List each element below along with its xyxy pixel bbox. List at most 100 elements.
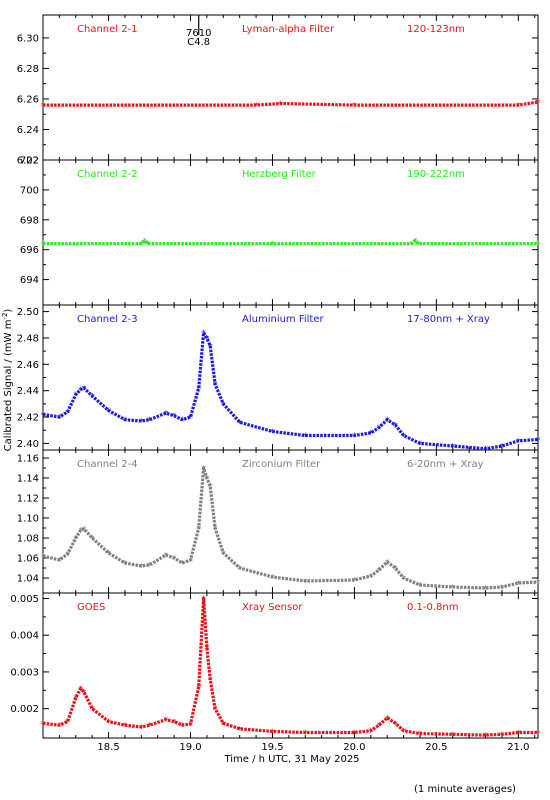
data-point: * <box>82 688 87 699</box>
x-tick-label: 20.0 <box>343 742 365 753</box>
panel-filter-label: Aluminium Filter <box>242 314 325 325</box>
panel-frames <box>42 14 539 739</box>
data-point: * <box>237 564 242 575</box>
data-point: * <box>73 694 78 705</box>
data-point: * <box>377 566 382 577</box>
panel-channel-label: Channel 2-4 <box>77 459 138 470</box>
data-point: * <box>377 424 382 435</box>
data-point: * <box>213 380 218 391</box>
y-axis-title-main: Calibrated Signal / (mW m <box>3 320 14 452</box>
series-trace <box>43 239 538 246</box>
data-point: * <box>188 413 193 424</box>
panel: 1.04 1.06 1.08 1.10 1.12 1.14 1.16 Channel 2-4 Z… <box>17 450 541 595</box>
data-point: * <box>401 432 406 443</box>
x-tick-label: 20.5 <box>425 742 447 753</box>
data-point: * <box>41 552 46 563</box>
x-tick-label: 19.5 <box>261 742 283 753</box>
y-tick-label: 2.44 <box>17 386 39 397</box>
data-point: * <box>352 576 357 587</box>
y-tick-label: 6.28 <box>17 64 39 75</box>
panel-band-label: 190-222nm <box>407 169 465 180</box>
data-point: * <box>188 556 193 567</box>
y-tick-label: 2.46 <box>17 360 39 371</box>
y-tick-label: 6.24 <box>17 125 39 136</box>
data-point: * <box>221 400 226 411</box>
data-point: * <box>401 727 406 738</box>
data-point: * <box>204 474 209 485</box>
y-tick-label: 2.40 <box>17 439 39 450</box>
data-point: * <box>180 721 185 732</box>
data-point: * <box>237 418 242 429</box>
data-point: * <box>221 549 226 560</box>
data-point: * <box>352 432 357 443</box>
x-tick-label: 21.0 <box>507 742 529 753</box>
data-point: * <box>536 240 541 251</box>
data-point: * <box>450 583 455 594</box>
y-tick-label: 702 <box>20 156 39 167</box>
data-point: * <box>163 409 168 420</box>
x-tick-label: 18.5 <box>97 742 119 753</box>
panel-channel-label: Channel 2-3 <box>77 314 138 325</box>
y-tick-label: 694 <box>20 275 39 286</box>
data-point: * <box>499 730 504 741</box>
y-tick-label: 6.30 <box>17 33 39 44</box>
data-point: * <box>57 721 62 732</box>
data-point: * <box>73 534 78 545</box>
data-point: * <box>41 240 46 251</box>
flare-region-label: 7610 <box>186 28 211 39</box>
y-tick-label: 1.10 <box>17 514 39 525</box>
data-point: * <box>142 237 147 248</box>
data-point: * <box>147 721 152 732</box>
data-point: * <box>201 464 206 475</box>
data-point: * <box>483 731 488 742</box>
y-axis-title: Calibrated Signal / (mW m-2) <box>1 309 14 452</box>
data-point: * <box>201 595 206 606</box>
panel: 0.002 0.003 0.004 0.005 GOES Xray Sensor 0.1-0… <box>10 593 541 742</box>
data-point: * <box>377 721 382 732</box>
data-point: * <box>147 561 152 572</box>
panel-frame <box>42 449 539 594</box>
y-tick-label: 0.005 <box>10 594 39 605</box>
y-tick-label: 700 <box>20 185 39 196</box>
data-point: * <box>172 718 177 729</box>
data-point: * <box>418 730 423 741</box>
panel-band-label: 120-123nm <box>407 24 465 35</box>
data-point: * <box>147 416 152 427</box>
data-point: * <box>204 644 209 655</box>
panel: 6.22 6.24 6.26 6.28 6.30 Channel 2-1 Lyman-alp… <box>17 15 541 167</box>
data-point: * <box>393 719 398 730</box>
panel-filter-label: Zirconium Filter <box>242 459 321 470</box>
data-point: * <box>106 549 111 560</box>
data-point: * <box>393 421 398 432</box>
panel-filter-label: Lyman-alpha Filter <box>242 24 335 35</box>
panel-channel-label: Channel 2-1 <box>77 24 138 35</box>
panel-frame <box>42 14 539 161</box>
data-point: * <box>65 718 70 729</box>
data-point: * <box>73 391 78 402</box>
data-point: * <box>254 101 259 112</box>
y-tick-label: 1.06 <box>17 554 39 565</box>
data-point: * <box>516 101 521 112</box>
data-point: * <box>385 416 390 427</box>
x-axis: 18.5 19.0 19.5 20.0 20.5 21.0 <box>97 742 529 753</box>
flare-class-label: C4.8 <box>187 37 210 48</box>
y-tick-label: 696 <box>20 245 39 256</box>
y-tick-label: 2.50 <box>17 307 39 318</box>
data-point: * <box>90 705 95 716</box>
data-point: * <box>418 439 423 450</box>
data-point: * <box>536 729 541 740</box>
data-point: * <box>41 101 46 112</box>
data-point: * <box>139 240 144 251</box>
data-point: * <box>278 100 283 111</box>
panel-band-label: 0.1-0.8nm <box>407 602 459 613</box>
data-point: * <box>303 729 308 740</box>
panel: 2.40 2.42 2.44 2.46 2.48 2.50 Channel 2-3 Alumi… <box>17 305 541 456</box>
data-point: * <box>208 675 213 686</box>
y-tick-label: 1.08 <box>17 534 39 545</box>
data-point: * <box>393 564 398 575</box>
data-point: * <box>196 384 201 395</box>
panel-band-label: 6-20nm + Xray <box>407 459 484 470</box>
data-point: * <box>139 723 144 734</box>
data-point: * <box>237 725 242 736</box>
data-point: * <box>78 684 83 695</box>
